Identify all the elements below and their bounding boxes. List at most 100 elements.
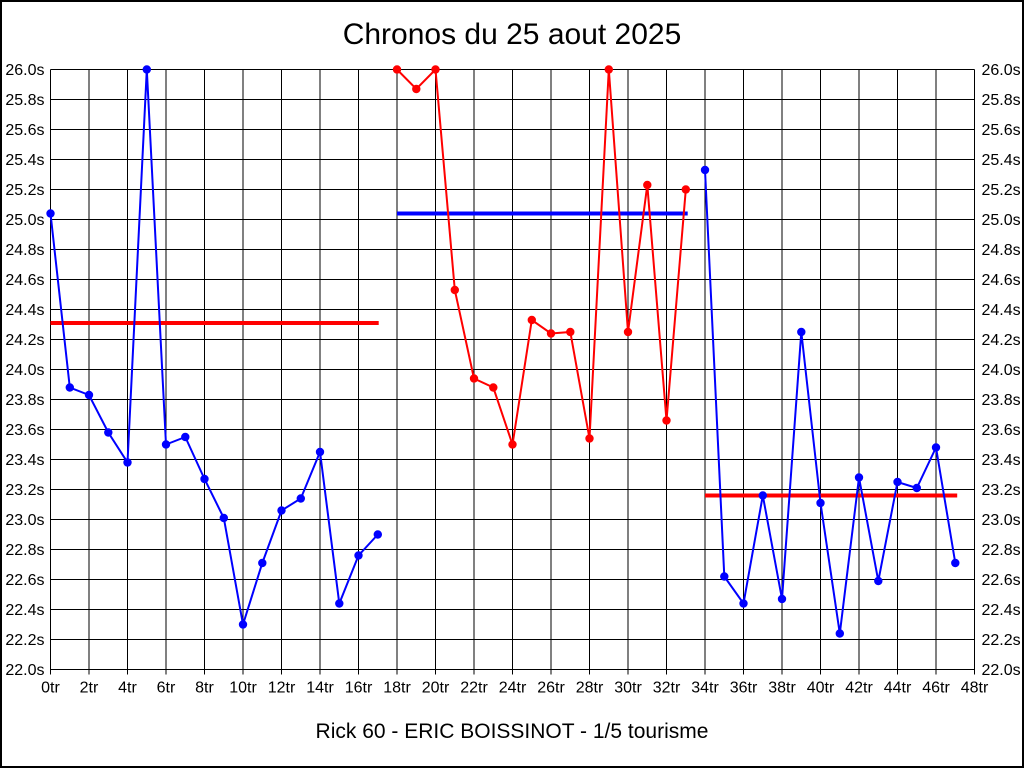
stint-1-blue-point	[354, 551, 363, 560]
stint-3-blue-point	[739, 599, 748, 608]
stint-2-red-point	[643, 180, 652, 190]
stint-3-blue-point	[700, 165, 710, 175]
stint-3-blue-point	[777, 594, 787, 604]
x-tick-label: 4tr	[118, 680, 137, 697]
y-tick-label-right: 24.6s	[982, 272, 1021, 289]
x-tick-label: 10tr	[229, 680, 257, 697]
y-tick-label-right: 23.6s	[982, 422, 1021, 439]
y-tick-label-right: 22.6s	[982, 572, 1021, 589]
stint-1-blue-point	[296, 494, 305, 503]
y-tick-label-left: 23.4s	[5, 452, 44, 469]
stint-3-blue-point	[893, 477, 902, 487]
y-tick-label-right: 25.0s	[982, 212, 1021, 229]
stint-3-blue-point	[835, 629, 844, 638]
y-tick-label-right: 23.4s	[982, 452, 1021, 469]
y-tick-label-right: 24.2s	[982, 332, 1021, 349]
x-tick-label: 38tr	[768, 680, 796, 697]
stint-2-red-point	[450, 285, 459, 295]
y-tick-label-right: 24.4s	[982, 302, 1021, 319]
y-tick-label-left: 23.8s	[5, 392, 44, 409]
y-tick-label-right: 25.6s	[982, 122, 1021, 139]
x-tick-label: 34tr	[691, 680, 719, 697]
y-tick-label-right: 26.0s	[982, 62, 1021, 79]
stint-2-red-point	[469, 374, 479, 383]
y-tick-label-right: 24.0s	[982, 362, 1021, 379]
y-tick-label-left: 24.2s	[5, 332, 44, 349]
y-tick-label-left: 22.2s	[5, 632, 44, 649]
chart-title: Chronos du 25 aout 2025	[342, 18, 682, 51]
y-tick-label-right: 25.8s	[982, 92, 1021, 109]
stint-1-blue-point	[315, 447, 325, 457]
x-tick-label: 32tr	[653, 680, 681, 697]
stint-2-red-point	[527, 315, 536, 325]
x-tick-label: 48tr	[961, 680, 989, 697]
x-tick-label: 24tr	[499, 680, 527, 697]
stint-3-blue-point	[854, 473, 864, 482]
stint-1-blue-point	[161, 440, 171, 449]
y-tick-label-right: 22.4s	[982, 602, 1021, 619]
x-tick-label: 26tr	[537, 680, 565, 697]
y-tick-label-left: 24.4s	[5, 302, 44, 319]
x-tick-label: 30tr	[614, 680, 642, 697]
stint-2-red-point	[489, 383, 498, 392]
stint-2-red-point	[566, 327, 575, 337]
y-tick-label-right: 23.0s	[982, 512, 1021, 529]
y-tick-label-left: 26.0s	[5, 62, 44, 79]
stint-3-blue-point	[874, 576, 883, 586]
y-tick-label-left: 25.8s	[5, 92, 44, 109]
stint-1-blue-point	[200, 474, 209, 484]
stint-1-blue-point	[277, 506, 286, 515]
stint-3-blue-point	[931, 443, 941, 452]
x-tick-label: 36tr	[730, 680, 758, 697]
y-tick-label-right: 22.8s	[982, 542, 1021, 559]
stint-1-blue-point	[84, 390, 94, 400]
y-tick-label-right: 22.0s	[982, 662, 1021, 679]
stint-2-red-line	[396, 67, 687, 445]
x-tick-label: 18tr	[383, 680, 411, 697]
x-tick-label: 0tr	[41, 680, 60, 697]
x-tick-label: 40tr	[807, 680, 835, 697]
y-tick-label-left: 24.6s	[5, 272, 44, 289]
stint-3-blue-point	[720, 572, 729, 581]
y-tick-label-left: 25.4s	[5, 152, 44, 169]
stint-3-blue-point	[951, 558, 960, 568]
y-tick-label-left: 22.0s	[5, 662, 44, 679]
stint-3-blue-point	[912, 483, 921, 493]
stint-1-blue-line	[49, 69, 379, 625]
x-tick-label: 20tr	[422, 680, 450, 697]
stint-1-blue-point	[219, 513, 228, 523]
y-tick-label-left: 25.0s	[5, 212, 44, 229]
y-tick-label-right: 25.4s	[982, 152, 1021, 169]
stint-3-blue-point	[797, 327, 806, 337]
stint-2-red-point	[623, 327, 633, 337]
y-tick-label-right: 22.2s	[982, 632, 1021, 649]
stint-2-red-point	[604, 65, 613, 74]
stint-1-blue-point	[65, 383, 74, 392]
stint-1-blue-point	[181, 432, 190, 442]
stint-1-blue-point	[104, 428, 113, 437]
y-tick-label-left: 24.8s	[5, 242, 44, 259]
x-tick-label: 6tr	[157, 680, 176, 697]
x-tick-label: 12tr	[268, 680, 296, 697]
y-tick-label-left: 24.0s	[5, 362, 44, 379]
stint-2-red-point	[508, 440, 517, 449]
y-tick-label-left: 23.2s	[5, 482, 44, 499]
y-tick-label-right: 23.8s	[982, 392, 1021, 409]
stint-1-blue-point	[123, 458, 132, 467]
x-tick-label: 16tr	[345, 680, 373, 697]
x-tick-label: 22tr	[460, 680, 488, 697]
stint-2-red-point	[546, 329, 556, 338]
x-tick-label: 8tr	[195, 680, 214, 697]
stint-2-red-point	[585, 434, 594, 443]
stint-1-blue-point	[258, 558, 267, 568]
y-tick-label-left: 23.6s	[5, 422, 44, 439]
x-tick-label: 14tr	[306, 680, 334, 697]
stint-3-blue-point	[758, 491, 767, 500]
stint-3-blue-point	[816, 498, 825, 508]
x-tick-label: 46tr	[922, 680, 950, 697]
y-tick-label-left: 22.4s	[5, 602, 44, 619]
y-tick-label-right: 23.2s	[982, 482, 1021, 499]
y-tick-label-left: 25.2s	[5, 182, 44, 199]
x-tick-label: 28tr	[576, 680, 604, 697]
stint-2-red-point	[681, 185, 690, 194]
